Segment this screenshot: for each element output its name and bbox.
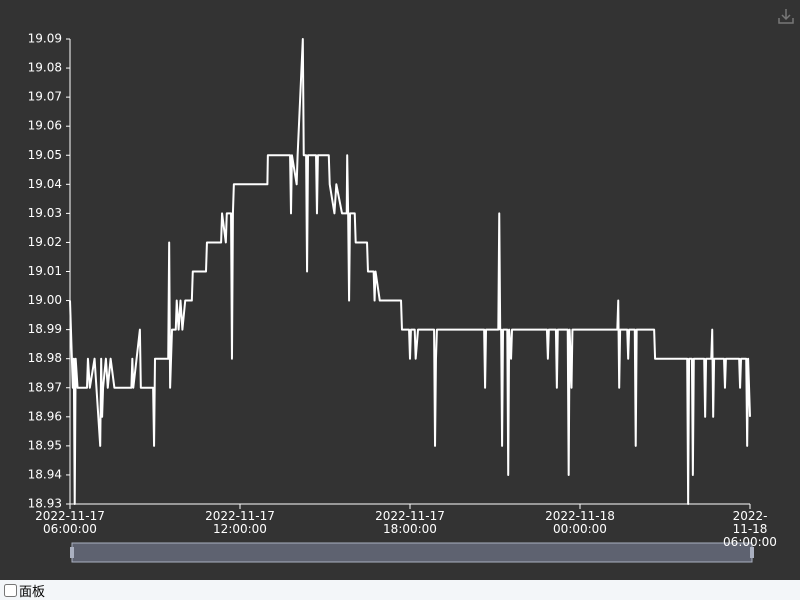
data-zoom-slider[interactable]: [70, 542, 754, 563]
y-tick-label: 18.95: [28, 438, 62, 452]
y-tick-label: 19.07: [28, 90, 62, 104]
y-tick-label: 18.94: [28, 467, 62, 481]
zoom-handle-right[interactable]: [750, 547, 754, 558]
y-tick-label: 19.05: [28, 148, 62, 162]
panel-checkbox[interactable]: [4, 584, 17, 597]
x-tick-label: 2022-11-17 12:00:00: [205, 509, 275, 536]
x-tick-label: 2022-11-18 00:00:00: [545, 509, 615, 536]
x-tick-label: 2022-11-18 06:00:00: [723, 509, 777, 549]
y-tick-label: 18.96: [28, 409, 62, 423]
y-tick-label: 19.01: [28, 264, 62, 278]
chart: 18.93 18.94 18.95 18.96 18.97 18.98 18.99 19.00…: [28, 9, 794, 563]
y-tick-label: 19.06: [28, 119, 62, 133]
x-tick-label: 2022-11-17 18:00:00: [375, 509, 445, 536]
y-tick-label: 19.03: [28, 206, 62, 220]
zoom-handle-left[interactable]: [70, 547, 74, 558]
y-tick-label: 19.09: [28, 32, 62, 46]
panel-label: 面板: [19, 585, 46, 600]
y-tick-label: 18.98: [28, 351, 62, 365]
download-icon[interactable]: [778, 9, 794, 24]
y-tick-label: 19.02: [28, 235, 62, 249]
x-tick-label: 2022-11-17 06:00:00: [35, 509, 105, 536]
y-tick-label: 19.00: [28, 293, 62, 307]
chart-area: 18.93 18.94 18.95 18.96 18.97 18.98 18.99 19.00…: [0, 0, 800, 580]
y-tick-label: 19.08: [28, 61, 62, 75]
y-tick-label: 18.97: [28, 380, 62, 394]
y-tick-label: 18.93: [28, 497, 62, 511]
panel-toggle[interactable]: 面板: [4, 581, 45, 600]
zoom-window[interactable]: [71, 542, 753, 563]
y-tick-label: 19.04: [28, 177, 62, 191]
data-line: [69, 38, 751, 505]
y-tick-label: 18.99: [28, 322, 62, 336]
